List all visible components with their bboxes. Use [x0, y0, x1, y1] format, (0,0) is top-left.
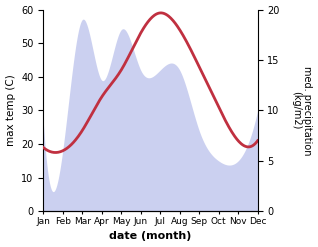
Y-axis label: max temp (C): max temp (C) [5, 75, 16, 146]
X-axis label: date (month): date (month) [109, 231, 192, 242]
Y-axis label: med. precipitation
(kg/m2): med. precipitation (kg/m2) [291, 66, 313, 155]
